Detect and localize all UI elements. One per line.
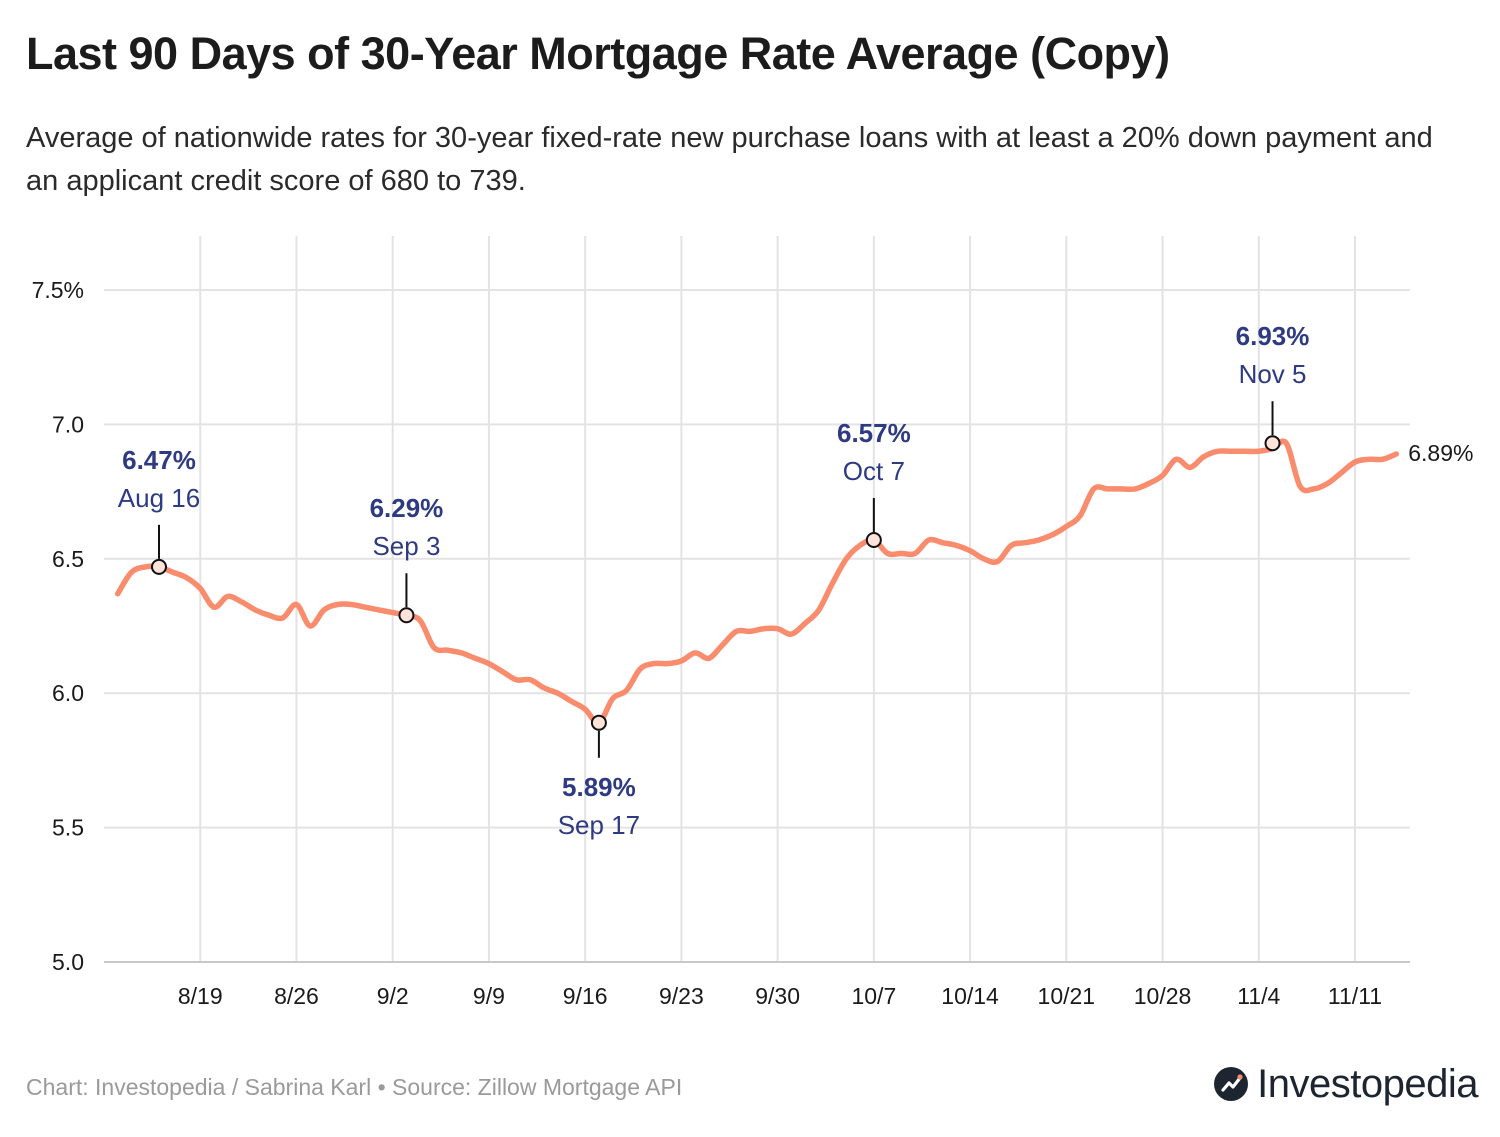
annotation-date-label: Oct 7 <box>843 456 905 486</box>
y-tick-label: 7.0 <box>52 411 84 437</box>
investopedia-logo-text: Investopedia <box>1257 1061 1478 1106</box>
annotation-layer: 6.47% Aug 16 6.29% Sep 3 5.89% Sep 17 6.57% Oct… <box>118 321 1310 840</box>
annotation-point-marker <box>865 531 882 548</box>
annotation-date-label: Nov 5 <box>1239 359 1307 389</box>
x-tick-label: 9/30 <box>755 983 800 1009</box>
investopedia-logo-icon <box>1214 1067 1249 1101</box>
y-tick-label: 5.5 <box>52 815 84 841</box>
y-tick-label: 6.5 <box>52 546 84 572</box>
x-tick-label: 10/21 <box>1038 983 1096 1009</box>
grid-layer <box>104 236 1410 963</box>
y-tick-label: 5.0 <box>52 949 84 975</box>
annotation-value-label: 5.89% <box>562 772 636 802</box>
x-tick-label: 9/16 <box>563 983 608 1009</box>
x-tick-label: 11/11 <box>1328 983 1382 1009</box>
investopedia-logo[interactable]: Investopedia <box>1213 1058 1478 1110</box>
annotation-value-label: 6.93% <box>1236 321 1310 351</box>
annotation-value-label: 6.29% <box>370 493 444 523</box>
chart-source-credit: Chart: Investopedia / Sabrina Karl • Sou… <box>26 1074 683 1100</box>
y-tick-label: 7.5% <box>32 277 84 303</box>
annotation-point-marker <box>150 558 167 575</box>
annotation-point-marker <box>590 714 607 731</box>
annotation-date-label: Aug 16 <box>118 483 200 513</box>
x-tick-label: 10/7 <box>851 983 896 1009</box>
y-tick-label: 6.0 <box>52 680 84 706</box>
annotation-point-marker <box>398 607 415 624</box>
chart-title: Last 90 Days of 30-Year Mortgage Rate Av… <box>26 28 1170 79</box>
axis-layer: 8/19 8/26 9/2 9/9 9/16 9/23 9/30 10/7 10/14 10/21… <box>32 277 1410 1009</box>
annotation-point-marker <box>1264 435 1281 452</box>
x-tick-label: 8/19 <box>178 983 223 1009</box>
x-tick-label: 9/2 <box>377 983 409 1009</box>
annotation-date-label: Sep 17 <box>558 810 640 840</box>
end-value-label: 6.89% <box>1408 440 1473 466</box>
x-tick-label: 9/23 <box>659 983 704 1009</box>
chart-subtitle: Average of nationwide rates for 30-year … <box>26 122 1433 197</box>
rate-series-line <box>114 438 1400 726</box>
x-tick-label: 8/26 <box>274 983 319 1009</box>
series-layer: 6.89% <box>114 438 1473 726</box>
x-tick-label: 9/9 <box>473 983 505 1009</box>
annotation-value-label: 6.57% <box>837 418 911 448</box>
x-tick-label: 10/14 <box>941 983 999 1009</box>
x-tick-label: 11/4 <box>1237 983 1280 1009</box>
annotation-value-label: 6.47% <box>122 445 196 475</box>
annotation-date-label: Sep 3 <box>372 531 440 561</box>
x-tick-label: 10/28 <box>1134 983 1192 1009</box>
